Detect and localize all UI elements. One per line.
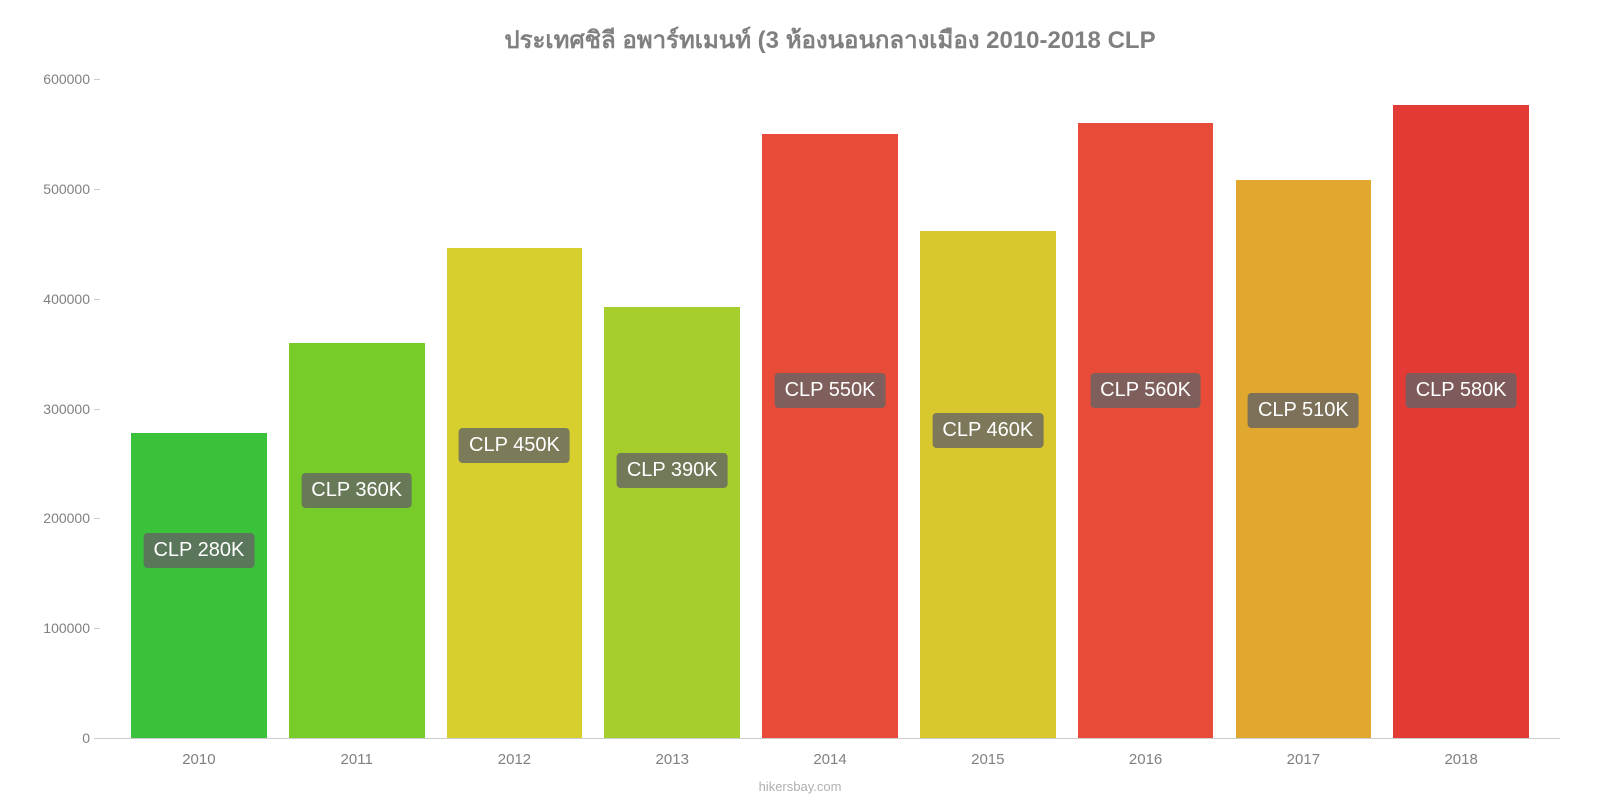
- bar: [1393, 105, 1529, 738]
- bar-slot: CLP 460K: [909, 69, 1067, 738]
- bar: [289, 343, 425, 738]
- x-tick: 2015: [909, 751, 1067, 768]
- plot-area: 0100000200000300000400000500000600000 CL…: [100, 69, 1560, 739]
- bar-value-label: CLP 460K: [932, 413, 1043, 448]
- bar-slot: CLP 550K: [751, 69, 909, 738]
- bar-value-label: CLP 360K: [301, 473, 412, 508]
- x-tick: 2011: [278, 751, 436, 768]
- bar-slot: CLP 280K: [120, 69, 278, 738]
- y-tick: 0: [30, 730, 90, 746]
- chart-container: ประเทศชิลี อพาร์ทเมนท์ (3 ห้องนอนกลางเมื…: [0, 0, 1600, 800]
- y-tick: 500000: [30, 181, 90, 197]
- y-tick: 200000: [30, 510, 90, 526]
- bar-slot: CLP 390K: [593, 69, 751, 738]
- bar: [1236, 180, 1372, 738]
- chart-title: ประเทศชิลี อพาร์ทเมนท์ (3 ห้องนอนกลางเมื…: [100, 20, 1560, 59]
- bars-wrapper: CLP 280K CLP 360K CLP 450K CLP 390K CLP 550K…: [100, 69, 1560, 738]
- x-tick: 2016: [1067, 751, 1225, 768]
- x-tick: 2018: [1382, 751, 1540, 768]
- x-axis: 201020112012201320142015201620172018: [100, 751, 1560, 768]
- bar: [131, 433, 267, 738]
- bar-slot: CLP 560K: [1067, 69, 1225, 738]
- x-tick: 2013: [593, 751, 751, 768]
- bar-slot: CLP 360K: [278, 69, 436, 738]
- attribution-text: hikersbay.com: [759, 779, 842, 794]
- bar: [762, 134, 898, 738]
- y-axis: 0100000200000300000400000500000600000: [30, 69, 90, 738]
- x-tick: 2012: [436, 751, 594, 768]
- y-tick: 100000: [30, 620, 90, 636]
- bar-value-label: CLP 580K: [1406, 373, 1517, 408]
- bar: [447, 248, 583, 738]
- bar-value-label: CLP 280K: [143, 533, 254, 568]
- bar: [604, 307, 740, 738]
- bar-value-label: CLP 550K: [775, 373, 886, 408]
- y-tick: 600000: [30, 71, 90, 87]
- bar: [920, 231, 1056, 738]
- y-tick: 300000: [30, 401, 90, 417]
- x-tick: 2014: [751, 751, 909, 768]
- bar: [1078, 123, 1214, 738]
- bar-slot: CLP 450K: [436, 69, 594, 738]
- x-tick: 2010: [120, 751, 278, 768]
- bar-slot: CLP 580K: [1382, 69, 1540, 738]
- bar-value-label: CLP 450K: [459, 428, 570, 463]
- bar-value-label: CLP 560K: [1090, 373, 1201, 408]
- x-tick: 2017: [1224, 751, 1382, 768]
- y-tick: 400000: [30, 291, 90, 307]
- bar-value-label: CLP 510K: [1248, 393, 1359, 428]
- bar-value-label: CLP 390K: [617, 453, 728, 488]
- bar-slot: CLP 510K: [1224, 69, 1382, 738]
